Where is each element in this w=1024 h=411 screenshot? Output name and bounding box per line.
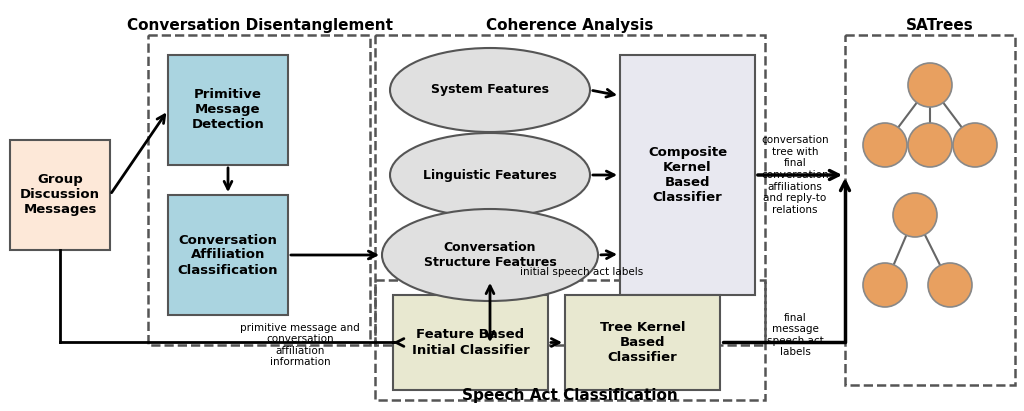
Circle shape <box>953 123 997 167</box>
Text: conversation
tree with
final
conversation
affiliations
and reply-to
relations: conversation tree with final conversatio… <box>761 135 828 215</box>
Bar <box>375 35 765 345</box>
Text: initial speech act labels: initial speech act labels <box>520 267 643 277</box>
Text: Coherence Analysis: Coherence Analysis <box>486 18 653 33</box>
Text: Tree Kernel
Based
Classifier: Tree Kernel Based Classifier <box>600 321 685 364</box>
Text: Speech Act Classification: Speech Act Classification <box>462 388 678 403</box>
Circle shape <box>863 123 907 167</box>
Text: Primitive
Message
Detection: Primitive Message Detection <box>191 88 264 132</box>
Ellipse shape <box>390 48 590 132</box>
Text: Linguistic Features: Linguistic Features <box>423 169 557 182</box>
Text: Conversation
Structure Features: Conversation Structure Features <box>424 241 556 269</box>
Bar <box>845 35 1015 385</box>
Text: Feature Based
Initial Classifier: Feature Based Initial Classifier <box>412 328 529 356</box>
Bar <box>375 280 765 400</box>
Bar <box>148 35 370 345</box>
Text: primitive message and
conversation
affiliation
information: primitive message and conversation affil… <box>240 323 359 367</box>
Bar <box>168 55 288 165</box>
Ellipse shape <box>382 209 598 301</box>
Text: Conversation
Affiliation
Classification: Conversation Affiliation Classification <box>178 233 279 277</box>
Circle shape <box>893 193 937 237</box>
Text: Group
Discussion
Messages: Group Discussion Messages <box>20 173 100 217</box>
Bar <box>620 55 755 295</box>
Text: Conversation Disentanglement: Conversation Disentanglement <box>127 18 393 33</box>
Bar <box>10 140 110 250</box>
Text: SATrees: SATrees <box>906 18 974 33</box>
Text: Composite
Kernel
Based
Classifier: Composite Kernel Based Classifier <box>648 146 727 204</box>
Bar <box>168 195 288 315</box>
Circle shape <box>863 263 907 307</box>
Ellipse shape <box>390 133 590 217</box>
Circle shape <box>908 123 952 167</box>
Bar <box>393 295 548 390</box>
Bar <box>565 295 720 390</box>
Text: System Features: System Features <box>431 83 549 97</box>
Circle shape <box>928 263 972 307</box>
Circle shape <box>908 63 952 107</box>
Text: final
message
speech act
labels: final message speech act labels <box>767 313 823 358</box>
